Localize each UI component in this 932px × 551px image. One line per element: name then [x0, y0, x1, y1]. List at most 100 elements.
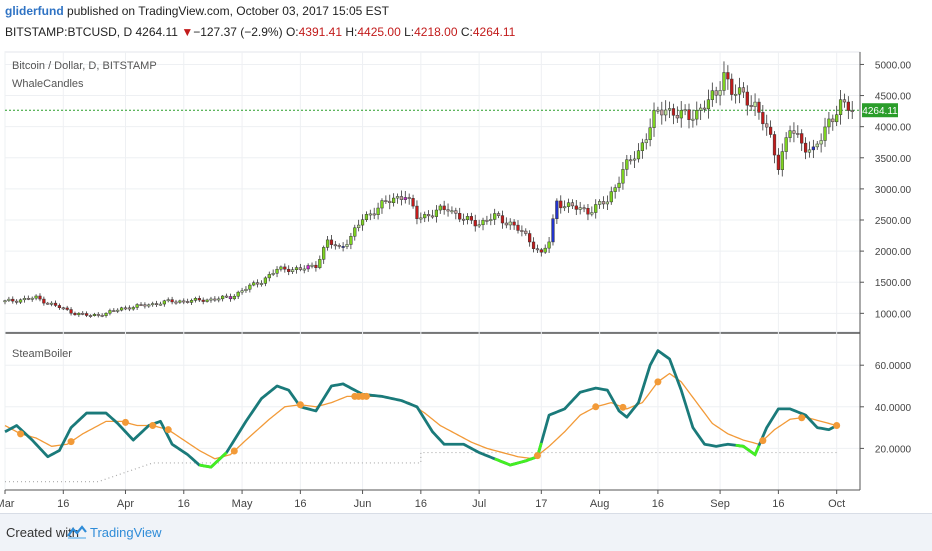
- candle: [753, 101, 757, 107]
- change-value: −127.37 (−2.9%): [193, 25, 283, 39]
- published-text: published on TradingView.com, October 03…: [67, 4, 389, 18]
- cross-marker: [17, 430, 25, 438]
- cross-marker: [533, 452, 541, 460]
- candle: [796, 133, 800, 135]
- candle: [664, 109, 668, 116]
- candle: [555, 200, 559, 219]
- candle: [46, 302, 50, 305]
- candle: [621, 169, 625, 184]
- candle: [259, 283, 264, 285]
- candle: [699, 107, 703, 111]
- candle: [566, 202, 571, 207]
- candle: [197, 298, 201, 301]
- candle: [695, 110, 699, 120]
- candle: [512, 221, 516, 226]
- candle: [388, 200, 392, 203]
- candle: [792, 130, 796, 134]
- candle: [819, 140, 823, 145]
- candle: [477, 224, 481, 227]
- candle: [559, 200, 563, 209]
- candle: [123, 307, 128, 310]
- candle: [644, 139, 648, 144]
- chart-canvas[interactable]: 4264.11 Mar 16 Apr 16 May 16 Jun 16 Jul 17 Aug 16 Se…: [0, 0, 932, 513]
- candle: [349, 235, 353, 245]
- price-y-tick-label: 2000.00: [875, 247, 912, 258]
- candle: [88, 315, 93, 317]
- candle: [395, 196, 400, 199]
- candle: [81, 312, 85, 315]
- high-value: 4425.00: [357, 25, 401, 39]
- candle: [302, 268, 306, 271]
- candle: [473, 220, 477, 227]
- candle: [563, 206, 567, 209]
- candle: [345, 244, 349, 247]
- candle: [189, 300, 194, 303]
- candle: [256, 282, 260, 285]
- candle: [807, 149, 812, 153]
- candle: [53, 302, 58, 306]
- candle: [232, 295, 236, 300]
- candle: [831, 118, 835, 123]
- candle: [236, 291, 240, 297]
- candle: [609, 191, 613, 203]
- candle: [384, 200, 388, 202]
- candle: [318, 259, 322, 268]
- steamboiler-line: [4, 349, 838, 469]
- candle: [228, 296, 233, 300]
- candle: [34, 295, 38, 299]
- candle: [50, 302, 54, 305]
- candle: [162, 300, 166, 305]
- cross-marker: [798, 414, 806, 422]
- cross-marker: [230, 447, 238, 455]
- candle: [357, 224, 361, 229]
- tradingview-logo-icon: [67, 525, 87, 539]
- candle: [461, 218, 466, 221]
- candle: [213, 298, 217, 301]
- candle: [769, 126, 773, 135]
- candle: [765, 123, 769, 128]
- candle: [605, 201, 609, 205]
- cross-marker: [592, 403, 600, 411]
- candle: [411, 198, 415, 207]
- author-link[interactable]: gliderfund: [5, 4, 64, 18]
- candle: [481, 219, 485, 226]
- steamboiler-oversold-segment: [494, 442, 543, 467]
- price-pane-subtitle: WhaleCandles: [12, 78, 84, 90]
- candle: [800, 133, 804, 144]
- x-tick-label: 16: [294, 498, 306, 510]
- candle: [368, 213, 372, 216]
- oscillator-y-tick-label: 60.0000: [875, 361, 912, 372]
- candle: [151, 303, 155, 306]
- candle: [399, 196, 404, 200]
- candle: [353, 227, 357, 237]
- candle: [7, 298, 11, 301]
- candle: [166, 299, 170, 302]
- x-tick-label: Sep: [710, 498, 730, 510]
- price-y-tick-label: 4500.00: [875, 92, 912, 103]
- candle: [147, 304, 151, 307]
- candle: [3, 300, 7, 303]
- x-tick-label: 16: [178, 498, 190, 510]
- candle: [500, 215, 505, 224]
- candle: [112, 310, 116, 312]
- candle: [640, 142, 644, 151]
- candle: [827, 118, 831, 128]
- candle: [450, 210, 454, 213]
- candle: [598, 201, 602, 205]
- tradingview-link[interactable]: TradingView: [90, 525, 162, 540]
- candle: [279, 266, 283, 270]
- candle: [691, 118, 695, 121]
- candle: [516, 224, 520, 231]
- candle: [761, 112, 765, 125]
- x-tick-label: Jun: [354, 498, 372, 510]
- candle: [30, 297, 34, 300]
- candle: [496, 213, 501, 216]
- candle: [788, 130, 792, 138]
- candle: [178, 300, 182, 303]
- candle: [780, 151, 784, 170]
- low-value: 4218.00: [414, 25, 458, 39]
- candle: [442, 205, 446, 210]
- candle: [38, 295, 42, 300]
- open-value: 4391.41: [298, 25, 343, 39]
- created-with-text: Created with: [6, 525, 79, 540]
